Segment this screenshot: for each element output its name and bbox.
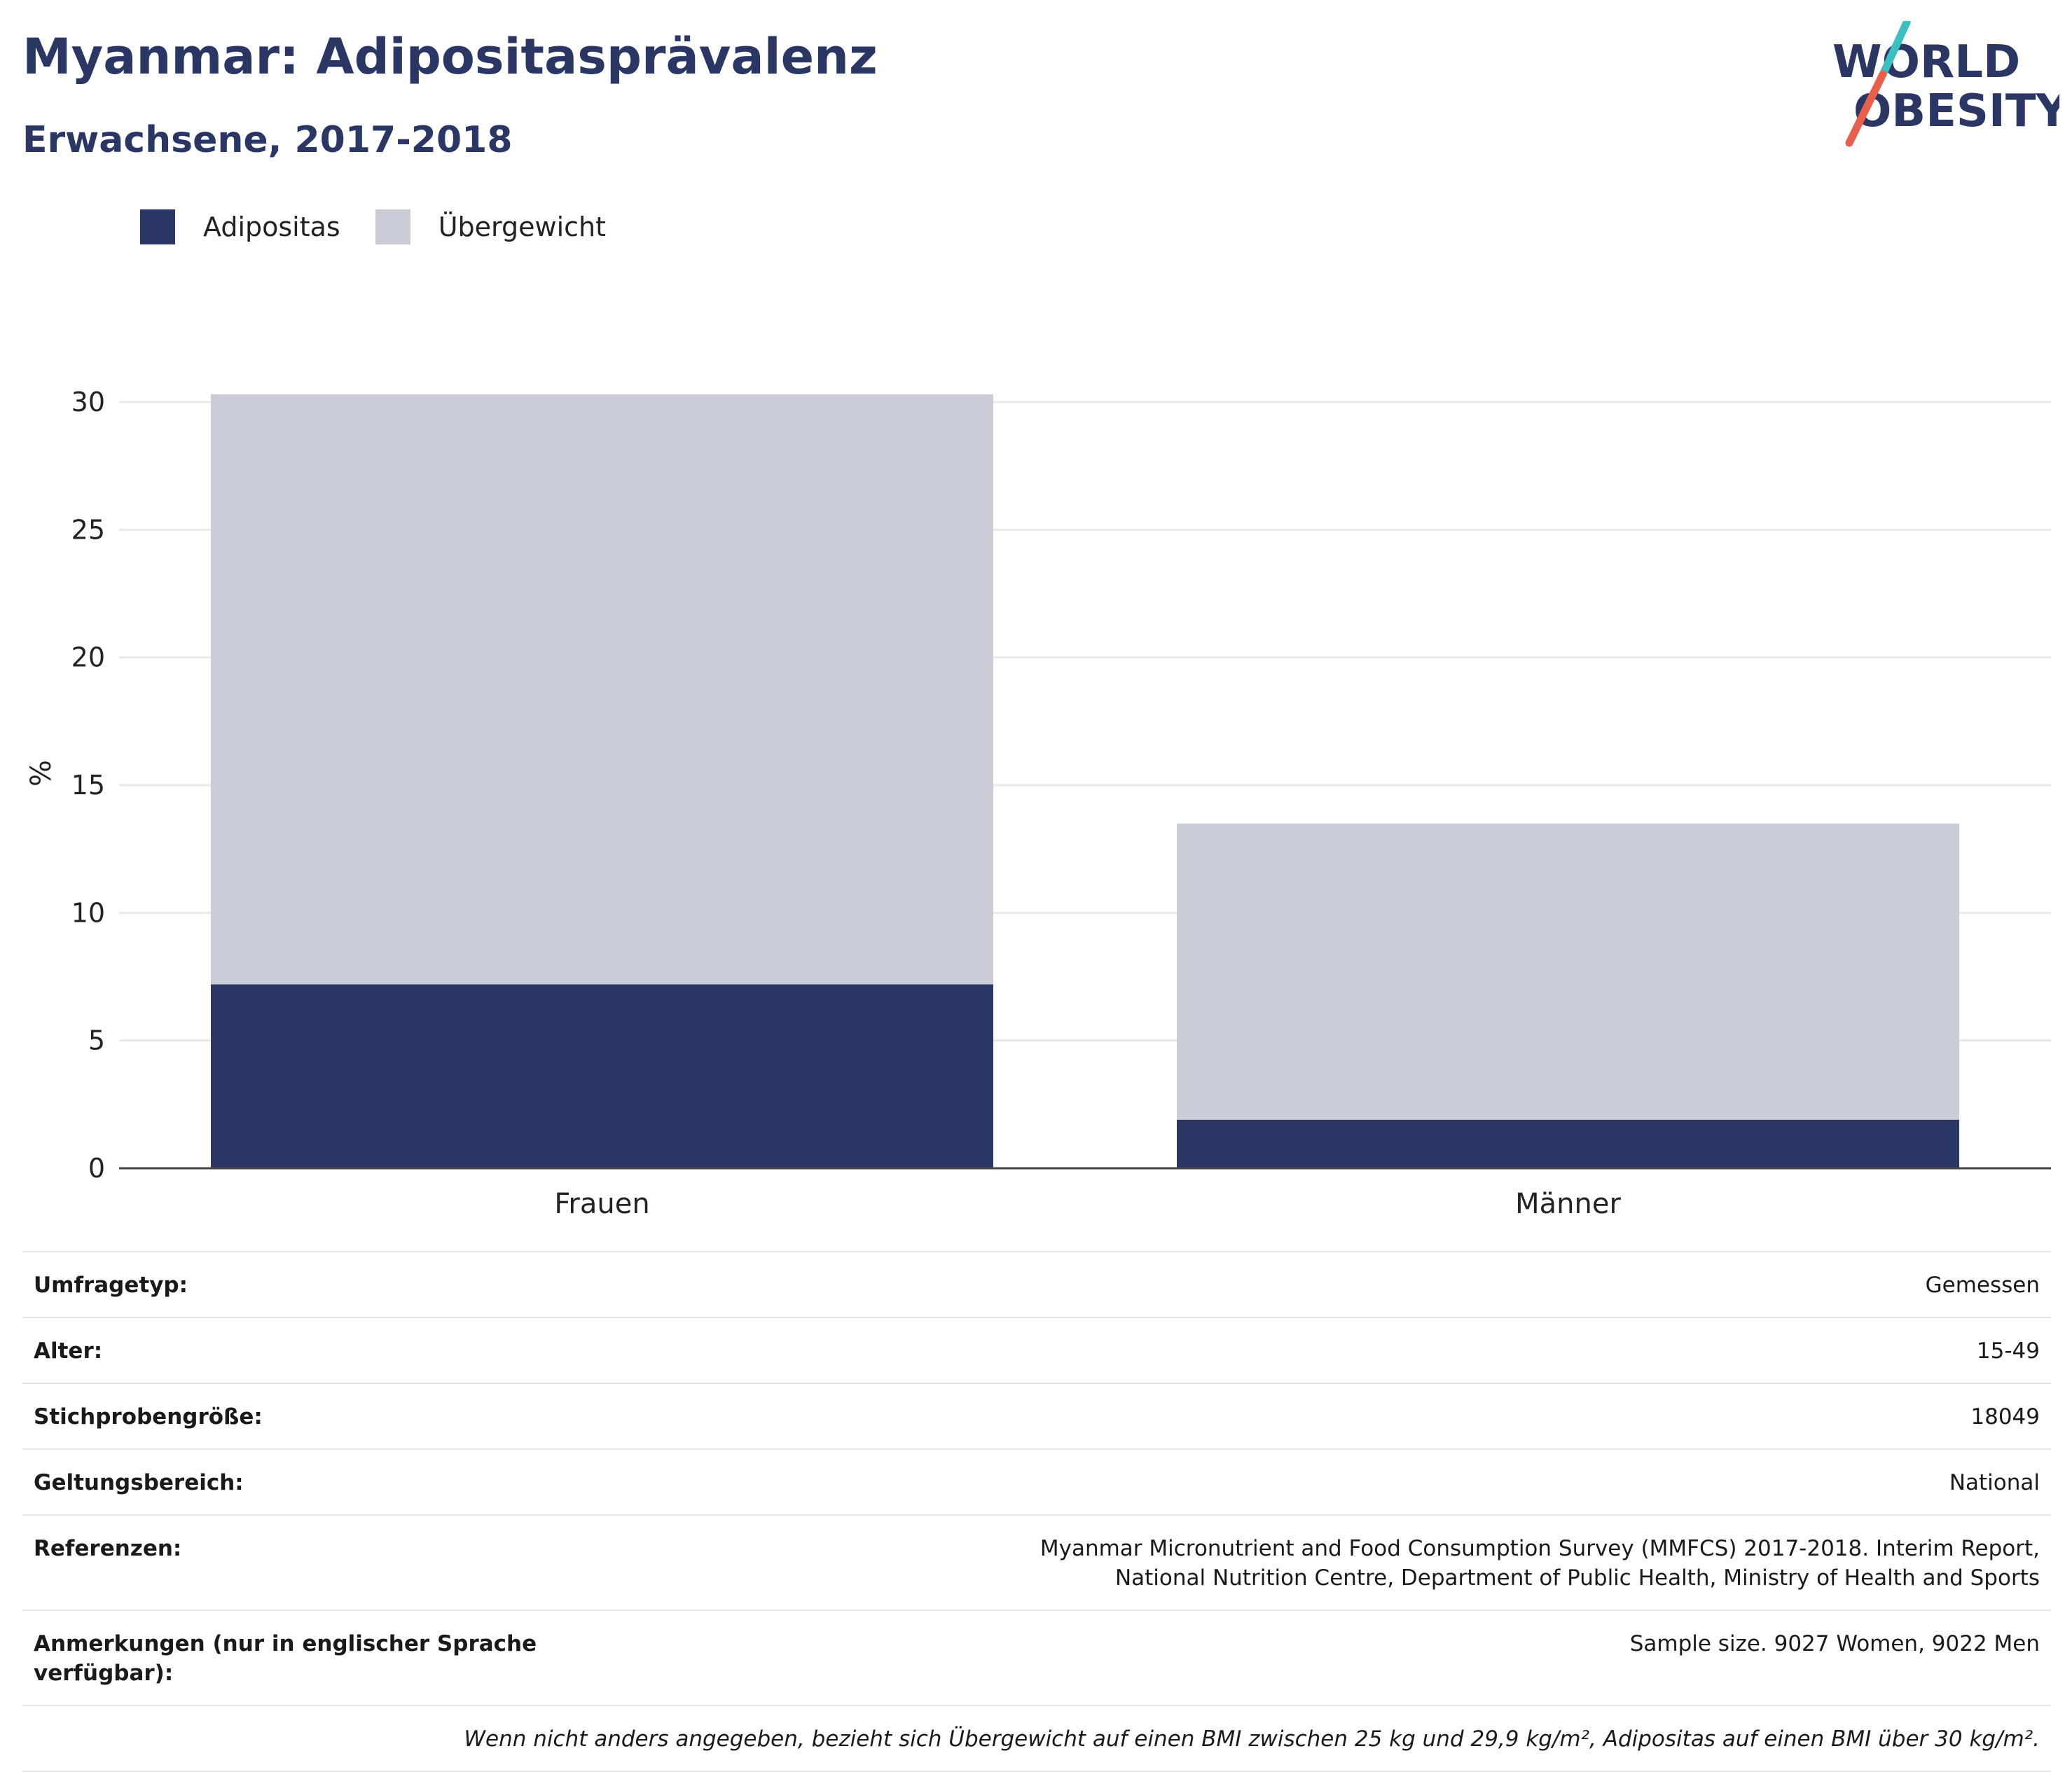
bar-chart: 0 5 10 15 20 25 30% Frauen Männer bbox=[25, 387, 2051, 1220]
y-tick-label: 10 bbox=[71, 897, 105, 928]
legend-item-adipositas[interactable]: Adipositas bbox=[140, 209, 340, 244]
y-tick-label: 20 bbox=[71, 642, 105, 673]
chart-legend: Adipositas Übergewicht bbox=[140, 207, 641, 247]
info-row-references: Referenzen: Myanmar Micronutrient and Fo… bbox=[22, 1514, 2051, 1610]
bar-uebergewicht-0 bbox=[211, 394, 993, 985]
legend-swatch-uebergewicht bbox=[375, 209, 410, 244]
logo-line2: OBESITY bbox=[1853, 85, 2059, 137]
y-axis-label: % bbox=[25, 760, 57, 787]
y-tick-label: 5 bbox=[88, 1025, 105, 1056]
info-key: Stichprobengröße: bbox=[34, 1404, 263, 1430]
y-tick-label: 15 bbox=[71, 770, 105, 801]
y-tick-label: 30 bbox=[71, 387, 105, 417]
info-value: Sample size. 9027 Women, 9022 Men bbox=[1629, 1631, 2040, 1656]
info-value: 18049 bbox=[1970, 1404, 2040, 1430]
page-title: Myanmar: Adipositasprävalenz bbox=[22, 28, 878, 85]
info-footnote: Wenn nicht anders angegeben, bezieht sic… bbox=[22, 1705, 2051, 1772]
info-row-sample-size: Stichprobengröße: 18049 bbox=[22, 1383, 2051, 1448]
legend-swatch-adipositas bbox=[140, 209, 175, 244]
info-row-survey-type: Umfragetyp: Gemessen bbox=[22, 1251, 2051, 1317]
y-tick-label: 0 bbox=[88, 1153, 105, 1184]
info-value: National bbox=[1949, 1470, 2040, 1495]
bar-adipositas-1 bbox=[1177, 1119, 1959, 1168]
x-tick-label: Männer bbox=[1515, 1188, 1621, 1220]
footnote-text: Wenn nicht anders angegeben, bezieht sic… bbox=[464, 1726, 2040, 1752]
info-row-scope: Geltungsbereich: National bbox=[22, 1448, 2051, 1514]
info-value: 15-49 bbox=[1976, 1338, 2040, 1364]
info-key: Anmerkungen (nur in englischer Sprache v… bbox=[34, 1631, 537, 1686]
info-key: Alter: bbox=[34, 1338, 103, 1364]
logo-slash-bottom bbox=[1845, 70, 1887, 147]
logo-line1: WORLD bbox=[1832, 36, 2020, 88]
survey-info-table: Umfragetyp: Gemessen Alter: 15-49 Stichp… bbox=[22, 1251, 2051, 1772]
info-row-notes: Anmerkungen (nur in englischer Sprache v… bbox=[22, 1610, 2051, 1705]
world-obesity-logo: WORLD OBESITY bbox=[1832, 21, 2059, 147]
info-key: Umfragetyp: bbox=[34, 1273, 188, 1298]
info-value: Myanmar Micronutrient and Food Consumpti… bbox=[1040, 1536, 2040, 1591]
y-tick-label: 25 bbox=[71, 514, 105, 545]
x-tick-label: Frauen bbox=[554, 1188, 649, 1220]
page-subtitle: Erwachsene, 2017-2018 bbox=[22, 119, 513, 161]
logo-slash-top bbox=[1880, 21, 1911, 76]
legend-label: Übergewicht bbox=[438, 212, 606, 242]
legend-item-uebergewicht[interactable]: Übergewicht bbox=[375, 209, 606, 244]
info-key: Referenzen: bbox=[34, 1536, 182, 1561]
bar-adipositas-0 bbox=[211, 984, 993, 1168]
info-row-age: Alter: 15-49 bbox=[22, 1317, 2051, 1383]
info-value: Gemessen bbox=[1925, 1273, 2040, 1298]
legend-label: Adipositas bbox=[203, 212, 340, 242]
bar-uebergewicht-1 bbox=[1177, 823, 1959, 1120]
info-key: Geltungsbereich: bbox=[34, 1470, 244, 1495]
